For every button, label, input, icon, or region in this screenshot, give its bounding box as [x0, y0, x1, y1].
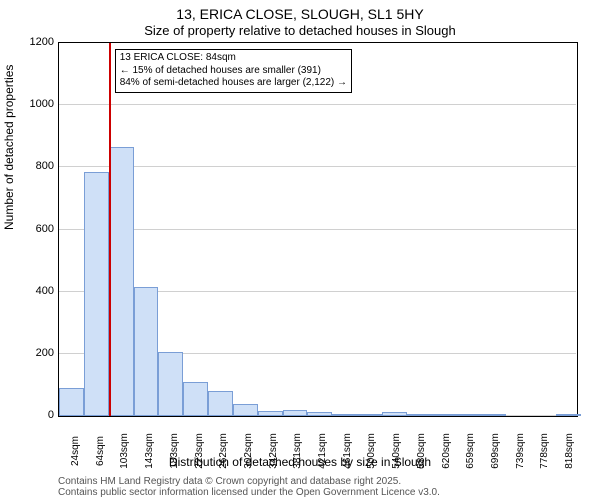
histogram-bar	[59, 388, 84, 416]
y-tick-label: 400	[14, 285, 54, 297]
histogram-bar	[258, 411, 283, 416]
histogram-bar	[556, 414, 581, 416]
histogram-bar	[183, 382, 208, 416]
histogram-bar	[457, 414, 482, 416]
histogram-bar	[332, 414, 357, 416]
histogram-bar	[307, 412, 332, 416]
histogram-bar	[158, 352, 183, 416]
y-tick-label: 800	[14, 160, 54, 172]
annotation-line-2: ← 15% of detached houses are smaller (39…	[120, 65, 347, 78]
chart-title: 13, ERICA CLOSE, SLOUGH, SL1 5HY	[0, 6, 600, 23]
footer-credits: Contains HM Land Registry data © Crown c…	[58, 476, 440, 498]
histogram-bar	[432, 414, 457, 416]
y-tick-label: 200	[14, 347, 54, 359]
footer-line-1: Contains HM Land Registry data © Crown c…	[58, 476, 440, 487]
histogram-bar	[481, 414, 506, 416]
x-axis-label: Distribution of detached houses by size …	[0, 455, 600, 469]
histogram-bar	[134, 287, 159, 416]
y-tick-label: 1200	[14, 36, 54, 48]
histogram-bar	[233, 404, 258, 416]
y-tick-label: 0	[14, 409, 54, 421]
annotation-line-3: 84% of semi-detached houses are larger (…	[120, 77, 347, 90]
histogram-bar	[357, 414, 382, 416]
chart-subtitle: Size of property relative to detached ho…	[0, 23, 600, 39]
annotation-box: 13 ERICA CLOSE: 84sqm ← 15% of detached …	[115, 49, 352, 93]
annotation-line-1: 13 ERICA CLOSE: 84sqm	[120, 52, 347, 65]
y-tick-label: 600	[14, 223, 54, 235]
histogram-bar	[283, 410, 308, 416]
chart-header: 13, ERICA CLOSE, SLOUGH, SL1 5HY Size of…	[0, 0, 600, 38]
y-axis-label: Number of detached properties	[2, 65, 16, 230]
histogram-bar	[407, 414, 432, 416]
histogram-bar	[84, 172, 109, 416]
property-marker-line	[109, 43, 111, 416]
histogram-bar	[208, 391, 233, 416]
plot-area: 13 ERICA CLOSE: 84sqm ← 15% of detached …	[58, 42, 578, 417]
footer-line-2: Contains public sector information licen…	[58, 487, 440, 498]
histogram-bar	[109, 147, 134, 416]
y-tick-label: 1000	[14, 98, 54, 110]
histogram-bar	[382, 412, 407, 416]
